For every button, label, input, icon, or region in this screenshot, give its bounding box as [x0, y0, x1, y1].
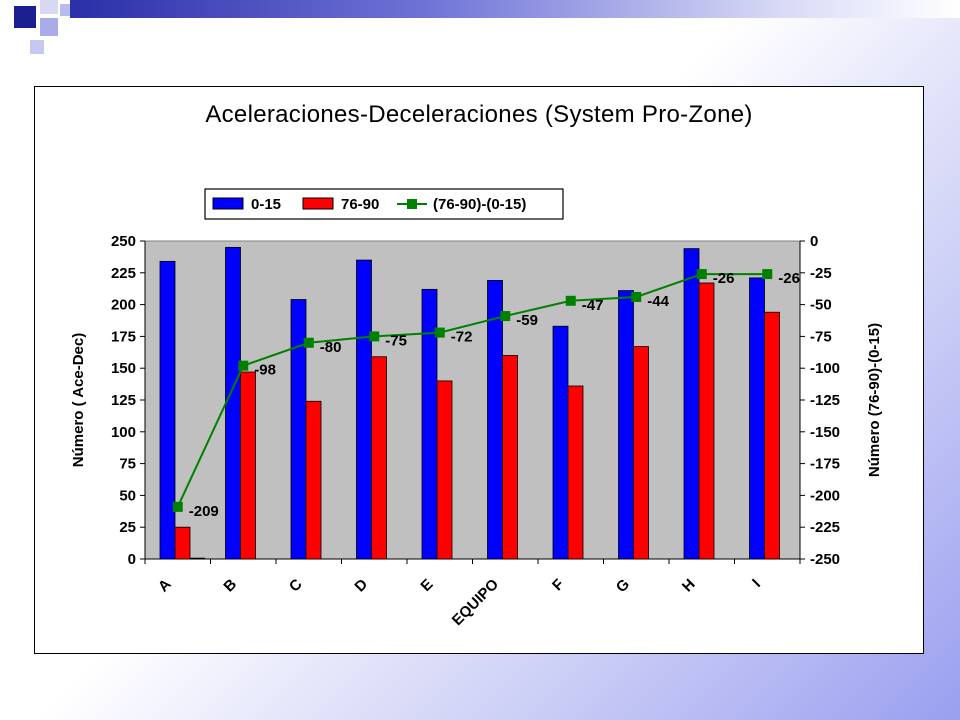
data-label: -209 — [189, 503, 219, 520]
y-tick-label: 125 — [111, 392, 136, 409]
data-label: -44 — [647, 293, 669, 310]
deco-square — [14, 6, 36, 28]
y-tick-label: 0 — [128, 551, 136, 568]
y-tick-label: 175 — [111, 328, 136, 345]
bar — [190, 557, 205, 559]
y2-tick-label: -100 — [810, 360, 840, 377]
series-line — [176, 273, 768, 508]
y2-axis-title: Número (76-90)-(0-15) — [866, 323, 883, 477]
legend-label: (76-90)-(0-15) — [433, 196, 526, 213]
legend-swatch — [302, 197, 334, 210]
line-point — [172, 501, 183, 512]
x-tick-label: G — [613, 576, 633, 596]
data-label: -80 — [320, 339, 342, 356]
y2-tick-label: -150 — [810, 424, 840, 441]
bar — [502, 355, 518, 560]
bar — [487, 280, 503, 560]
data-label: -75 — [385, 332, 407, 349]
bar — [356, 259, 372, 560]
bar — [174, 526, 191, 560]
y2-tick-label: -250 — [810, 551, 840, 568]
data-label: -98 — [254, 362, 276, 379]
line-point — [369, 331, 380, 342]
line-point — [238, 360, 249, 371]
bar — [633, 346, 649, 560]
bar — [618, 290, 634, 560]
y-tick-label: 250 — [111, 233, 136, 250]
x-tick-label: EQUIPO — [449, 576, 503, 630]
bar — [225, 246, 241, 560]
line-point — [696, 269, 707, 280]
bar — [698, 282, 715, 560]
legend-box — [204, 188, 564, 220]
y2-tick-label: -225 — [810, 519, 840, 536]
x-tick-label: I — [749, 576, 764, 591]
y2-tick-label: 0 — [810, 233, 818, 250]
y2-tick-label: -25 — [810, 265, 832, 282]
chart-title: Aceleraciones-Deceleraciones (System Pro… — [205, 101, 753, 128]
y-tick-label: 200 — [111, 297, 136, 314]
legend-swatch — [212, 197, 244, 210]
line-point — [303, 337, 314, 348]
y-tick-label: 50 — [119, 487, 136, 504]
chart-svg: 0255075100125150175200225250-250-225-200… — [70, 188, 883, 630]
y2-tick-label: -175 — [810, 456, 840, 473]
deco-square — [40, 18, 58, 36]
x-tick-label: E — [417, 576, 436, 595]
y-tick-label: 75 — [119, 456, 136, 473]
bar — [371, 356, 387, 560]
line-point — [762, 269, 773, 280]
y2-tick-label: -125 — [810, 392, 840, 409]
y2-tick-label: -50 — [810, 297, 832, 314]
bar — [552, 325, 569, 560]
y2-tick-label: -200 — [810, 487, 840, 504]
data-label: -59 — [516, 312, 538, 329]
y2-tick-label: -75 — [810, 328, 832, 345]
y-tick-label: 225 — [111, 265, 136, 282]
data-label: -72 — [451, 329, 473, 346]
x-tick-label: D — [351, 576, 371, 596]
corner-decoration — [0, 0, 80, 60]
x-tick-label: F — [549, 576, 568, 595]
y-tick-label: 25 — [119, 519, 136, 536]
top-bar — [70, 0, 960, 18]
data-label: -47 — [582, 297, 604, 314]
bar — [305, 400, 322, 560]
line-point — [500, 311, 511, 322]
bar — [764, 311, 780, 560]
data-label: -26 — [778, 270, 800, 287]
bar — [567, 385, 584, 560]
y-axis-title: Número ( Ace-Dec) — [70, 333, 87, 467]
bar — [240, 371, 256, 560]
chart-frame: Aceleraciones-Deceleraciones (System Pro… — [34, 86, 924, 654]
legend-label: 76-90 — [341, 196, 379, 213]
legend-marker — [407, 199, 417, 209]
line-point — [434, 327, 445, 338]
y-tick-label: 150 — [111, 360, 136, 377]
deco-square — [60, 4, 72, 16]
bar — [436, 380, 453, 560]
bar — [159, 260, 176, 560]
x-tick-label: B — [220, 576, 240, 596]
x-tick-label: C — [286, 576, 306, 596]
legend-label: 0-15 — [251, 196, 281, 213]
deco-square — [30, 40, 44, 54]
line-point — [631, 291, 642, 302]
bar — [683, 248, 700, 560]
x-tick-label: A — [155, 576, 175, 596]
data-label: -26 — [713, 270, 735, 287]
line-point — [565, 295, 576, 306]
deco-square — [40, 0, 58, 14]
y-tick-label: 100 — [111, 424, 136, 441]
x-tick-label: H — [679, 576, 699, 596]
bar — [749, 277, 765, 560]
